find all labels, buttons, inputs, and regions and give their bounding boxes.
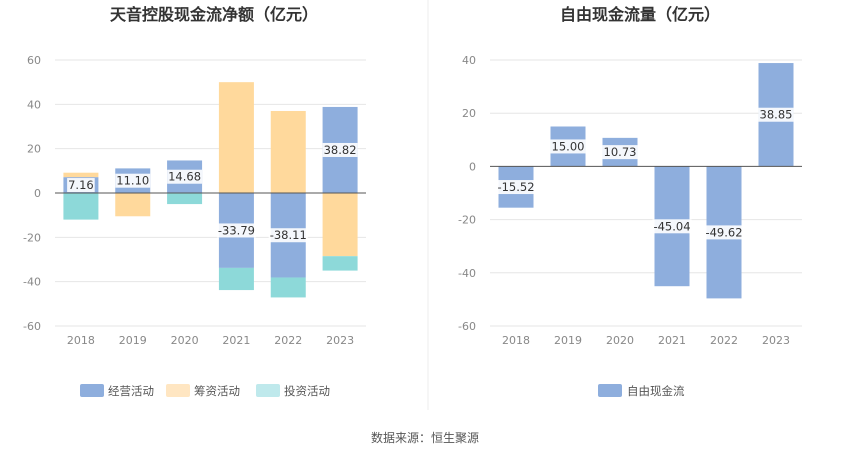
right-y-axis: 40 20 0 -20 -40 -60 <box>458 54 476 333</box>
right-data-label: 38.85 <box>760 108 793 122</box>
right-data-label-bg <box>602 145 638 160</box>
right-x-tick-label: 2020 <box>606 334 634 347</box>
legend-swatch-operating <box>80 384 104 397</box>
left-x-tick-label: 2020 <box>171 334 199 347</box>
right-data-label: -49.62 <box>705 225 742 239</box>
left-bar-2021-series-1[interactable] <box>218 82 254 193</box>
legend-label-operating: 经营活动 <box>108 384 154 398</box>
left-data-label: 11.10 <box>116 174 149 188</box>
right-data-label: 15.00 <box>552 139 585 153</box>
right-gridlines <box>490 59 802 327</box>
left-x-axis: 2018 2019 2020 2021 2022 2023 <box>67 334 354 347</box>
right-chart-title: 自由现金流量（亿元） <box>560 5 720 24</box>
left-x-tick-label: 2018 <box>67 334 95 347</box>
left-data-label-bg <box>67 178 95 193</box>
legend-swatch-free-cash-flow <box>598 384 622 397</box>
right-y-tick-label: -20 <box>458 214 476 227</box>
left-bar-2018-series-2[interactable] <box>63 193 99 220</box>
legend-item-financing[interactable]: 筹资活动 <box>166 384 240 398</box>
left-x-tick-label: 2019 <box>119 334 147 347</box>
left-data-label: -33.79 <box>218 223 255 237</box>
left-data-label-bg <box>268 228 308 243</box>
left-bar-2018-series-1[interactable] <box>63 172 99 178</box>
right-data-label-bg <box>550 139 586 154</box>
legend-swatch-investing <box>256 384 280 397</box>
left-data-label-bg <box>216 223 256 238</box>
legend-label-investing: 投资活动 <box>284 384 330 398</box>
left-y-tick-label: -20 <box>23 231 41 244</box>
right-y-tick-label: -60 <box>458 320 476 333</box>
legend-label-free-cash-flow: 自由现金流 <box>627 384 685 398</box>
left-data-labels: 7.16 11.10 14.68 -33.79 -38.11 38.82 <box>67 142 358 243</box>
left-x-tick-label: 2022 <box>274 334 302 347</box>
left-y-tick-label: 40 <box>27 98 41 111</box>
legend-item-operating[interactable]: 经营活动 <box>80 384 154 398</box>
left-data-label: 7.16 <box>68 178 94 192</box>
right-data-label-bg <box>704 225 744 240</box>
left-x-tick-label: 2021 <box>222 334 250 347</box>
left-y-tick-label: 60 <box>27 54 41 67</box>
left-legend: 经营活动 筹资活动 投资活动 <box>80 384 330 398</box>
left-bar-2023-series-2[interactable] <box>322 256 358 271</box>
right-x-tick-label: 2022 <box>710 334 738 347</box>
left-chart-title: 天音控股现金流净额（亿元） <box>110 5 318 24</box>
left-y-tick-label: 0 <box>34 187 41 200</box>
legend-swatch-financing <box>166 384 190 397</box>
left-data-label-bg <box>322 142 358 157</box>
left-bar-2020-series-2[interactable] <box>167 193 203 205</box>
left-y-tick-label: -60 <box>23 320 41 333</box>
left-bars <box>63 82 358 298</box>
left-bar-2021-series-2[interactable] <box>218 267 254 291</box>
right-data-label-bg <box>496 180 536 195</box>
left-y-tick-label: 20 <box>27 143 41 156</box>
left-bar-2019-series-1[interactable] <box>115 193 151 217</box>
right-y-tick-label: 20 <box>462 107 476 120</box>
right-data-label: -45.04 <box>653 219 690 233</box>
left-bar-2022-series-1[interactable] <box>270 110 306 193</box>
right-legend: 自由现金流 <box>598 384 685 398</box>
right-data-label-bg <box>652 219 692 234</box>
right-x-tick-label: 2019 <box>554 334 582 347</box>
right-bars <box>498 63 794 299</box>
left-data-label-bg <box>115 173 151 188</box>
legend-item-free-cash-flow[interactable]: 自由现金流 <box>598 384 685 398</box>
right-y-tick-label: 40 <box>462 54 476 67</box>
left-bar-2023-series-1[interactable] <box>322 193 358 257</box>
right-data-label: 10.73 <box>604 145 637 159</box>
right-x-tick-label: 2023 <box>762 334 790 347</box>
left-bar-2022-series-2[interactable] <box>270 277 306 298</box>
data-source-note: 数据来源：恒生聚源 <box>371 430 479 445</box>
left-data-label: -38.11 <box>270 228 307 242</box>
right-y-tick-label: 0 <box>469 160 476 173</box>
left-data-label: 14.68 <box>168 170 201 184</box>
left-x-tick-label: 2023 <box>326 334 354 347</box>
right-x-tick-label: 2021 <box>658 334 686 347</box>
right-data-labels: -15.52 15.00 10.73 -45.04 -49.62 38.85 <box>496 107 794 240</box>
right-x-axis: 2018 2019 2020 2021 2022 2023 <box>502 334 790 347</box>
left-data-label: 38.82 <box>324 143 357 157</box>
left-y-axis: 60 40 20 0 -20 -40 -60 <box>23 54 41 333</box>
left-gridlines <box>55 59 366 327</box>
right-data-label-bg <box>758 107 794 122</box>
left-y-tick-label: -40 <box>23 276 41 289</box>
right-y-tick-label: -40 <box>458 267 476 280</box>
left-data-label-bg <box>167 169 203 184</box>
legend-item-investing[interactable]: 投资活动 <box>256 384 330 398</box>
legend-label-financing: 筹资活动 <box>194 384 240 398</box>
right-x-tick-label: 2018 <box>502 334 530 347</box>
right-data-label: -15.52 <box>497 180 534 194</box>
